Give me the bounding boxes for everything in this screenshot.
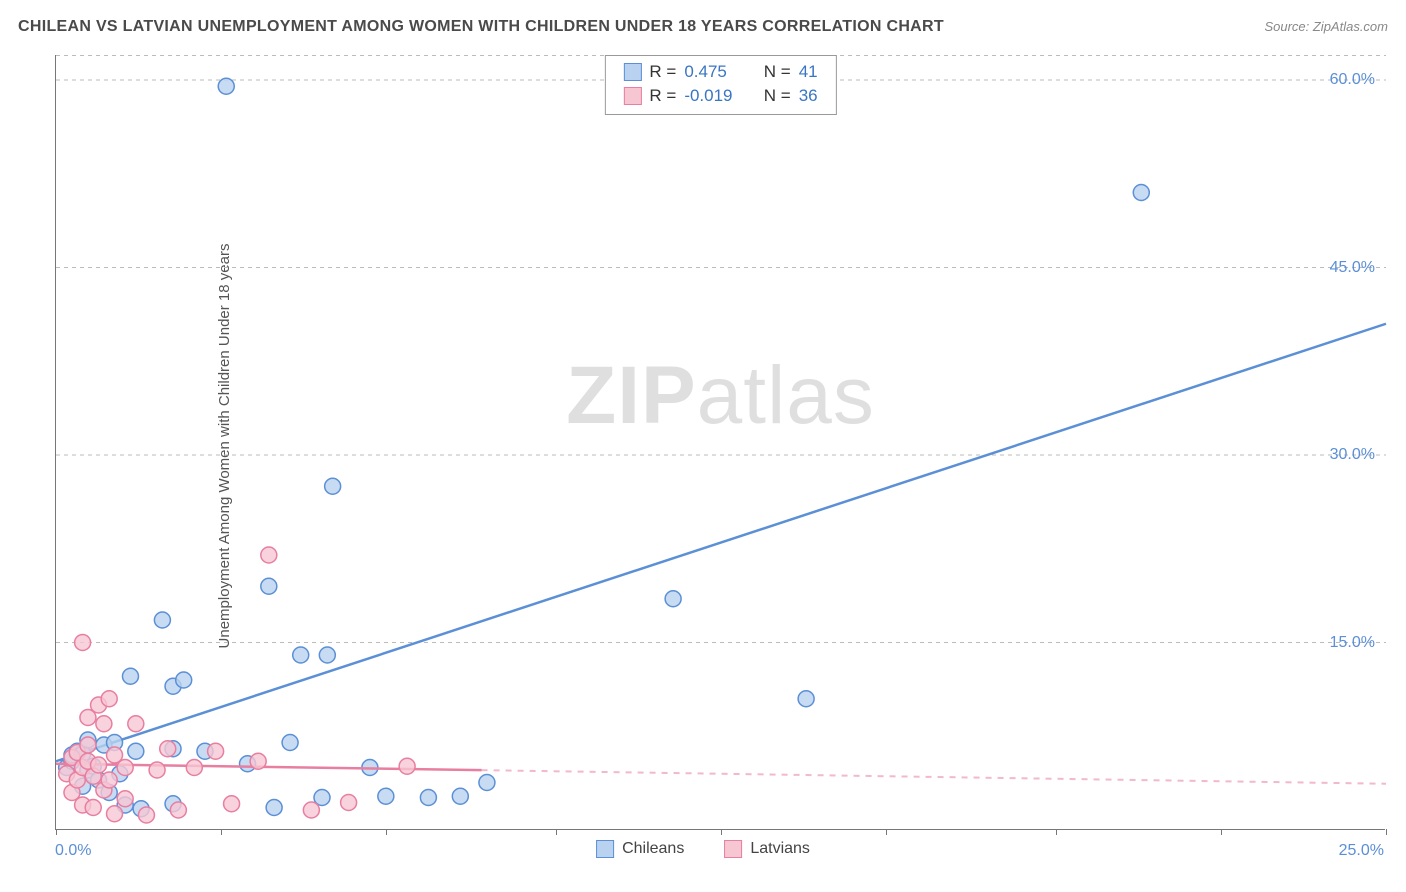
stats-n-label: N = <box>764 84 791 108</box>
stats-n-value: 36 <box>799 84 818 108</box>
legend-item-latvians: Latvians <box>724 840 810 858</box>
scatter-plot: 60.0%45.0%30.0%15.0% R = 0.475 N = 41R =… <box>55 55 1385 830</box>
x-axis-max-label: 25.0% <box>1339 842 1384 860</box>
plot-svg <box>56 55 1385 829</box>
x-axis-origin-label: 0.0% <box>55 842 91 860</box>
stats-swatch <box>623 63 641 81</box>
y-tick-label: 15.0% <box>1330 634 1375 652</box>
legend-swatch-chileans <box>596 840 614 858</box>
chart-title: CHILEAN VS LATVIAN UNEMPLOYMENT AMONG WO… <box>18 18 944 36</box>
y-tick-label: 30.0% <box>1330 446 1375 464</box>
legend-label-latvians: Latvians <box>750 840 810 858</box>
x-tick-mark <box>1221 829 1222 835</box>
stats-r-value: 0.475 <box>684 60 738 84</box>
legend-swatch-latvians <box>724 840 742 858</box>
stats-row: R = -0.019 N = 36 <box>623 84 817 108</box>
chart-header: CHILEAN VS LATVIAN UNEMPLOYMENT AMONG WO… <box>18 18 1388 36</box>
x-tick-mark <box>886 829 887 835</box>
x-tick-mark <box>386 829 387 835</box>
stats-row: R = 0.475 N = 41 <box>623 60 817 84</box>
y-tick-label: 45.0% <box>1330 259 1375 277</box>
source-link[interactable]: ZipAtlas.com <box>1313 19 1388 34</box>
stats-swatch <box>623 87 641 105</box>
stats-n-label: N = <box>764 60 791 84</box>
stats-r-label: R = <box>649 84 676 108</box>
x-tick-mark <box>721 829 722 835</box>
y-tick-label: 60.0% <box>1330 71 1375 89</box>
x-tick-mark <box>1386 829 1387 835</box>
x-tick-mark <box>1056 829 1057 835</box>
stats-n-value: 41 <box>799 60 818 84</box>
x-tick-mark <box>56 829 57 835</box>
legend-label-chileans: Chileans <box>622 840 684 858</box>
stats-legend-box: R = 0.475 N = 41R = -0.019 N = 36 <box>604 55 836 115</box>
stats-r-value: -0.019 <box>684 84 738 108</box>
source-credit: Source: ZipAtlas.com <box>1264 19 1388 34</box>
bottom-legend: Chileans Latvians <box>596 840 810 858</box>
stats-r-label: R = <box>649 60 676 84</box>
x-tick-mark <box>221 829 222 835</box>
legend-item-chileans: Chileans <box>596 840 684 858</box>
x-tick-mark <box>556 829 557 835</box>
source-prefix: Source: <box>1264 19 1312 34</box>
